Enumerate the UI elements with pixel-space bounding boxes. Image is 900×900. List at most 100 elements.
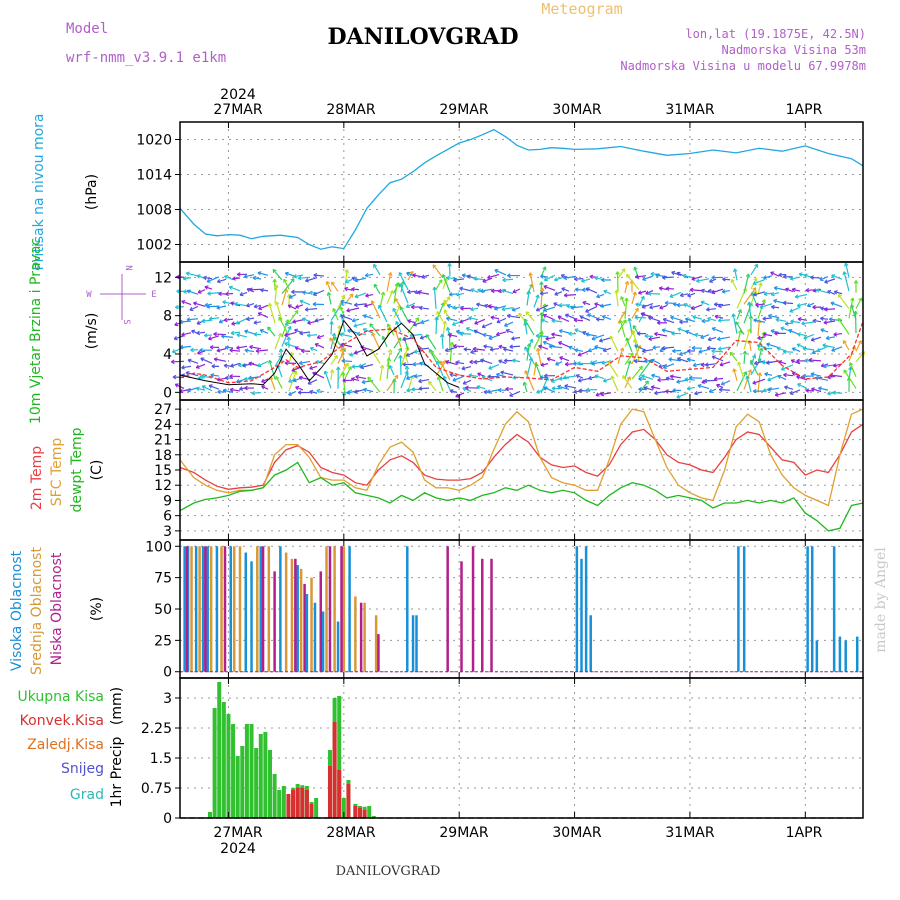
legend-convective-rain: Konvek.Kisa (20, 713, 104, 729)
wind-arrow (342, 371, 346, 394)
wind-arrow-head (599, 303, 604, 309)
wind-arrow-head (650, 385, 655, 390)
wind-arrow (757, 282, 762, 295)
wind-arrow-head (706, 345, 711, 351)
wind-arrow (509, 390, 521, 397)
wind-arrow-head (278, 316, 283, 321)
wind-arrow-head (641, 304, 646, 309)
wind-arrow (663, 318, 675, 324)
wind-arrow (371, 300, 381, 319)
wind-arrow-head (200, 357, 205, 362)
wind-arrow (435, 279, 443, 290)
wind-arrow (395, 321, 402, 333)
wind-arrow-head (752, 290, 758, 295)
wind-arrow-head (686, 386, 691, 391)
wind-arrow (651, 374, 661, 379)
wind-arrow (582, 301, 591, 306)
temperature-title-dewpt: dewpt Temp (69, 427, 85, 512)
wind-arrow-head (678, 351, 683, 356)
wind-arrow-head (469, 359, 474, 365)
wind-arrow (638, 359, 653, 378)
wind-arrow-head (377, 304, 383, 309)
wind-arrow-head (246, 287, 251, 293)
wind-arrow (757, 336, 766, 339)
wind-arrow-head (465, 326, 470, 332)
wind-arrow (855, 340, 862, 352)
wind-arrow-head (473, 329, 478, 334)
wind-arrow-head (551, 318, 556, 324)
wind-arrow-head (820, 306, 824, 311)
wind-arrow-head (496, 319, 501, 324)
wind-arrow-head (406, 271, 411, 276)
wind-arrow-head (288, 294, 293, 299)
top-day-label: 31MAR (665, 102, 714, 118)
wind-arrow (730, 279, 738, 291)
wind-arrow-head (535, 307, 540, 312)
wind-arrow-head (582, 331, 587, 336)
wind-arrow (419, 307, 430, 310)
wind-arrow (487, 389, 500, 393)
wind-arrow (624, 352, 634, 366)
wind-arrow (631, 366, 643, 380)
product-title: Meteogram (541, 0, 622, 18)
wind-arrow-head (822, 343, 827, 348)
wind-arrow (476, 303, 486, 307)
wind-arrow-head (662, 364, 667, 369)
wind-arrow-head (196, 330, 201, 336)
wind-arrow-head (402, 362, 407, 367)
wind-arrow (652, 346, 661, 349)
wind-arrow-head (465, 385, 469, 391)
wind-arrow-head (633, 358, 638, 364)
wind-arrow-head (535, 294, 540, 299)
wind-arrow-head (421, 274, 426, 279)
wind-arrow (709, 278, 717, 283)
wind-arrow-head (600, 391, 605, 397)
bar (838, 636, 842, 672)
y-tick-label: 2.25 (141, 721, 172, 737)
wind-arrow-head (209, 344, 214, 350)
wind-arrow-head (186, 317, 191, 322)
wind-arrow-head (363, 387, 367, 393)
wind-arrow-head (355, 374, 360, 380)
wind-arrow (406, 374, 416, 380)
wind-arrow-head (208, 336, 213, 341)
wind-arrow (346, 307, 360, 312)
wind-arrow-head (284, 360, 289, 366)
wind-arrow-head (753, 360, 758, 366)
wind-arrow-head (789, 276, 794, 281)
wind-arrow-head (344, 286, 349, 292)
wind-arrow (711, 327, 724, 333)
bar (374, 615, 378, 672)
wind-arrow-head (286, 336, 292, 341)
wind-arrow (642, 275, 654, 281)
wind-arrow-head (853, 310, 858, 315)
bar (340, 546, 343, 672)
wind-arrow-head (381, 335, 386, 340)
wind-arrow-head (470, 288, 475, 293)
wind-arrow (253, 321, 262, 324)
wind-arrow (826, 336, 836, 340)
wind-arrow (564, 385, 577, 389)
wind-arrow-head (573, 389, 578, 394)
wind-arrow-head (574, 328, 579, 333)
wind-arrow (309, 390, 318, 394)
y-tick-label: 1002 (136, 238, 172, 254)
wind-arrow (750, 358, 762, 376)
wind-arrow (449, 342, 453, 364)
wind-arrow-head (480, 288, 484, 294)
wind-arrow-head (539, 281, 544, 286)
wind-arrow-head (293, 370, 298, 375)
wind-arrow (600, 303, 612, 307)
wind-arrow (339, 333, 353, 338)
wind-arrow (620, 296, 626, 307)
wind-arrow-head (684, 377, 689, 382)
wind-arrow-head (248, 375, 253, 381)
temperature-series (179, 408, 864, 532)
wind-arrow (421, 274, 430, 279)
y-tick-label: 8 (163, 309, 172, 325)
wind-arrow-head (694, 332, 699, 338)
wind-arrow (369, 323, 381, 337)
cloud-series (180, 546, 863, 673)
wind-arrow (737, 361, 745, 380)
